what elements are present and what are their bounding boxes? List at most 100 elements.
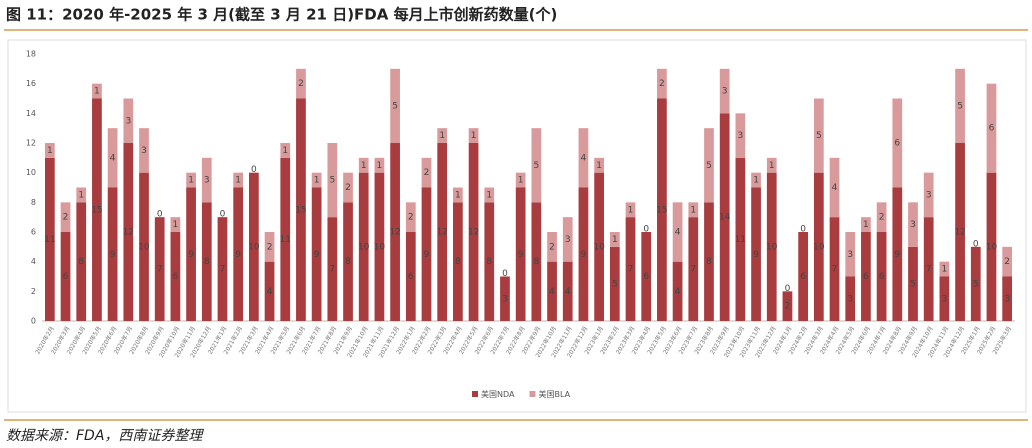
data-label: 2 <box>659 79 665 89</box>
data-label: 3 <box>141 146 147 156</box>
legend-label: 美国BLA <box>538 389 570 399</box>
bar-segment <box>751 172 761 188</box>
y-tick-label: 6 <box>31 228 36 237</box>
data-label: 15 <box>295 205 306 215</box>
bar-segment <box>735 157 746 321</box>
data-label: 0 <box>157 210 163 220</box>
bar-segment <box>311 172 322 188</box>
bar-segment <box>327 143 338 218</box>
data-label: 4 <box>675 228 681 238</box>
data-label: 3 <box>204 176 210 186</box>
bar-segment <box>798 232 809 321</box>
data-label: 1 <box>188 176 194 186</box>
bar-segment <box>405 202 416 232</box>
data-label: 1 <box>942 265 948 275</box>
bar-segment <box>92 98 102 321</box>
bar-segment <box>44 143 55 158</box>
bar-segment <box>704 128 714 203</box>
data-label: 5 <box>910 279 916 289</box>
bar-segment <box>437 143 448 321</box>
bar-segment <box>484 187 495 203</box>
y-tick-label: 10 <box>26 168 36 177</box>
y-tick-label: 4 <box>31 257 36 266</box>
bar-segment <box>358 172 369 321</box>
data-label: 7 <box>926 265 932 275</box>
bar-segment <box>955 68 965 143</box>
source: 数据来源：FDA，西南证券整理 <box>6 428 204 444</box>
data-label: 5 <box>533 161 539 171</box>
bar-segment <box>908 246 918 321</box>
bar-segment <box>813 172 824 321</box>
bar-segment <box>939 261 950 277</box>
bar-segment <box>421 187 432 321</box>
data-label: 7 <box>832 265 838 275</box>
data-label: 9 <box>518 250 524 260</box>
data-label: 15 <box>656 205 667 215</box>
data-label: 6 <box>863 272 869 282</box>
bar-segment <box>233 172 244 188</box>
data-label: 7 <box>220 265 226 275</box>
bar-segment <box>625 202 636 218</box>
data-label: 1 <box>518 176 524 186</box>
bar-segment <box>923 217 934 321</box>
data-label: 12 <box>468 228 479 238</box>
data-label: 10 <box>813 242 825 252</box>
y-tick-label: 0 <box>31 317 36 326</box>
data-label: 5 <box>706 161 712 171</box>
data-label: 3 <box>502 294 508 304</box>
data-label: 5 <box>957 101 963 111</box>
bar-segment <box>515 187 526 321</box>
data-label: 12 <box>436 228 447 238</box>
bar-segment <box>562 261 573 321</box>
bar-segment <box>468 128 479 143</box>
bar-segment <box>248 172 259 321</box>
data-label: 10 <box>138 242 150 252</box>
data-label: 2 <box>879 213 885 223</box>
bar-segment <box>625 217 636 321</box>
data-label: 1 <box>314 176 320 186</box>
data-label: 10 <box>766 242 778 252</box>
bar-segment <box>672 261 683 321</box>
bar-segment <box>139 128 149 173</box>
data-label: 3 <box>737 131 743 141</box>
data-label: 1 <box>361 161 367 171</box>
data-label: 2 <box>1004 257 1010 267</box>
bar-segment <box>986 172 997 321</box>
bar-segment <box>264 232 275 262</box>
data-label: 1 <box>486 190 492 200</box>
data-label: 4 <box>832 183 838 193</box>
data-label: 3 <box>847 294 853 304</box>
data-label: 1 <box>282 146 288 156</box>
data-label: 5 <box>816 131 822 141</box>
data-label: 7 <box>628 265 634 275</box>
data-label: 3 <box>942 294 948 304</box>
bar-segment <box>358 157 369 173</box>
bar-segment <box>657 68 667 99</box>
data-label: 2 <box>267 242 273 252</box>
data-label: 4 <box>675 287 681 297</box>
data-label: 1 <box>690 205 696 215</box>
bar-segment <box>296 98 306 321</box>
bar-segment <box>594 172 604 321</box>
bar-segment <box>892 187 903 321</box>
bar-segment <box>939 276 950 321</box>
bar-segment <box>986 83 997 173</box>
bar-segment <box>374 172 385 321</box>
bar-segment <box>186 172 196 188</box>
bar-segment <box>766 157 777 173</box>
bar-segment <box>923 172 934 218</box>
legend-swatch <box>472 391 478 397</box>
data-label: 2 <box>424 168 430 178</box>
bar-segment <box>390 68 400 143</box>
bar-segment <box>233 187 244 321</box>
data-label: 3 <box>1004 294 1010 304</box>
data-label: 4 <box>267 287 273 297</box>
bar-segment <box>437 128 448 143</box>
data-label: 10 <box>374 242 386 252</box>
data-label: 2 <box>785 302 791 312</box>
data-label: 1 <box>455 190 461 200</box>
data-label: 9 <box>110 250 116 260</box>
bar-segment <box>1002 276 1013 321</box>
data-label: 2 <box>408 213 414 223</box>
data-label: 8 <box>533 257 539 267</box>
